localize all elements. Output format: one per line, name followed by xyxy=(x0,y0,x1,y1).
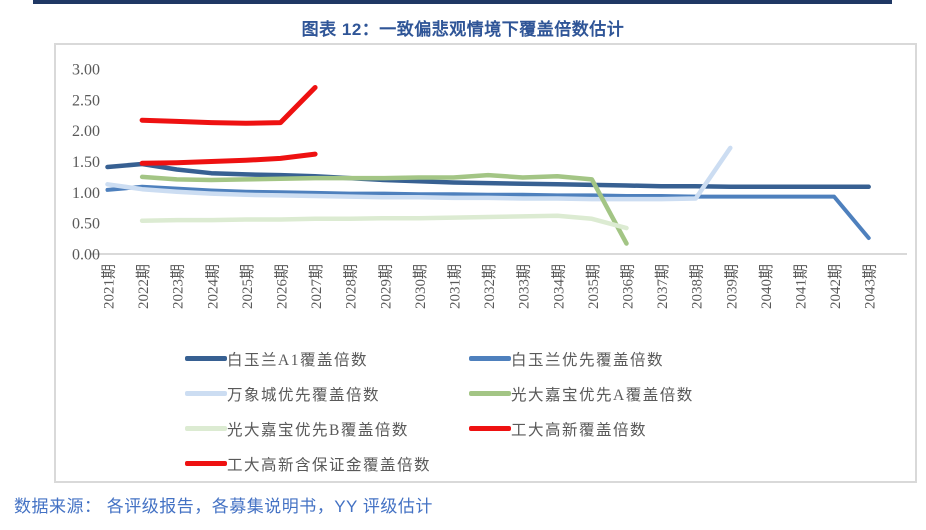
x-axis-tick-label: 2029期 xyxy=(377,264,394,309)
x-axis-tick-label: 2032期 xyxy=(481,264,498,309)
legend-swatch xyxy=(469,391,511,396)
x-axis-tick-label: 2023期 xyxy=(170,264,187,309)
y-axis-tick-label: 0.00 xyxy=(72,247,100,264)
x-axis-tick-label: 2030期 xyxy=(412,264,429,309)
x-axis-tick-label: 2039期 xyxy=(723,264,740,309)
legend-item-5: 光大嘉宝优先B覆盖倍数 xyxy=(185,411,469,446)
x-axis-tick-label: 2024期 xyxy=(204,264,221,309)
x-axis-tick-label: 2037期 xyxy=(654,264,671,309)
top-accent-bar xyxy=(33,0,892,4)
data-source-note: 数据来源： 各评级报告，各募集说明书，YY 评级估计 xyxy=(14,497,433,516)
y-axis-tick-label: 2.00 xyxy=(72,123,100,140)
x-axis-tick-label: 2040期 xyxy=(758,264,775,309)
legend-label: 万象城优先覆盖倍数 xyxy=(227,386,381,404)
legend-swatch xyxy=(185,391,227,396)
x-axis-tick-label: 2035期 xyxy=(585,264,602,309)
x-axis-tick-label: 2038期 xyxy=(689,264,706,309)
chart-legend: 白玉兰A1覆盖倍数 白玉兰优先覆盖倍数万象城优先覆盖倍数 光大嘉宝优先A覆盖倍数光大… xyxy=(185,341,769,481)
x-axis-tick-label: 2036期 xyxy=(620,264,637,309)
x-axis-tick-label: 2025期 xyxy=(239,264,256,309)
y-axis-tick-label: 1.00 xyxy=(72,185,100,202)
y-axis-tick-label: 2.50 xyxy=(72,92,100,109)
x-axis-tick-label: 2041期 xyxy=(793,264,810,309)
chart-container: 0.00 0.50 1.00 1.50 2.00 2.50 3.00 2021期 2022期 20… xyxy=(54,43,917,483)
legend-label: 光大嘉宝优先A覆盖倍数 xyxy=(511,386,694,404)
legend-item-7: 工大高新含保证金覆盖倍数 xyxy=(185,446,469,481)
x-axis-tick-label: 2027期 xyxy=(308,264,325,309)
legend-item-3: 万象城优先覆盖倍数 xyxy=(185,376,469,411)
series-line-7 xyxy=(139,85,318,126)
legend-item-6: 工大高新覆盖倍数 xyxy=(469,411,753,446)
legend-item-4: 光大嘉宝优先A覆盖倍数 xyxy=(469,376,753,411)
x-axis-tick-label: 2028期 xyxy=(343,264,360,309)
legend-label: 光大嘉宝优先B覆盖倍数 xyxy=(227,421,409,439)
legend-item-1: 白玉兰A1覆盖倍数 xyxy=(185,341,469,376)
series-line-5 xyxy=(139,213,629,231)
legend-label: 白玉兰A1覆盖倍数 xyxy=(227,351,368,369)
chart-title: 图表 12：一致偏悲观情境下覆盖倍数估计 xyxy=(301,20,625,39)
legend-label: 工大高新覆盖倍数 xyxy=(511,421,648,439)
y-axis-tick-label: 3.00 xyxy=(72,61,100,78)
x-axis-tick-label: 2034期 xyxy=(550,264,567,309)
y-axis-tick-label: 1.50 xyxy=(72,154,100,171)
line-chart: 0.00 0.50 1.00 1.50 2.00 2.50 3.00 2021期 2022期 20… xyxy=(72,61,907,309)
x-axis-tick-label: 2026期 xyxy=(274,264,291,309)
legend-swatch xyxy=(185,426,227,431)
series-line-3 xyxy=(105,145,733,202)
legend-swatch xyxy=(185,461,227,466)
x-axis-tick-label: 2022期 xyxy=(135,264,152,309)
legend-item-2: 白玉兰优先覆盖倍数 xyxy=(469,341,753,376)
series-line-4 xyxy=(139,172,629,246)
x-axis-tick-label: 2042期 xyxy=(827,264,844,309)
legend-swatch xyxy=(469,356,511,361)
x-axis-tick-label: 2031期 xyxy=(447,264,464,309)
y-axis-tick-label: 0.50 xyxy=(72,216,100,233)
x-axis-tick-label: 2043期 xyxy=(862,264,879,309)
legend-label: 工大高新含保证金覆盖倍数 xyxy=(227,456,432,474)
x-axis-tick-label: 2021期 xyxy=(101,264,118,309)
x-axis-tick-label: 2033期 xyxy=(516,264,533,309)
legend-swatch xyxy=(185,356,227,361)
legend-label: 白玉兰优先覆盖倍数 xyxy=(511,351,665,369)
series-line-6 xyxy=(139,151,318,166)
series-line-1 xyxy=(105,161,871,190)
legend-swatch xyxy=(469,426,511,431)
series-line-2 xyxy=(105,184,871,240)
